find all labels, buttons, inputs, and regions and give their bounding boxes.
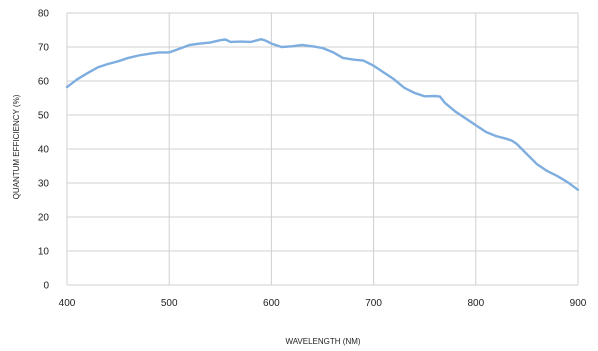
x-tick-label: 700 — [365, 298, 382, 309]
y-tick-label: 10 — [38, 247, 50, 258]
y-tick-label: 60 — [38, 77, 50, 88]
x-tick-label: 400 — [59, 298, 76, 309]
y-tick-label: 50 — [38, 111, 50, 122]
x-axis-ticks: 400 500 600 700 800 900 — [59, 298, 587, 309]
series-line — [65, 38, 580, 192]
y-axis-label: QUANTUM EFFICIENCY (%) — [12, 94, 21, 199]
series-group — [65, 38, 580, 192]
x-tick-label: 900 — [570, 298, 587, 309]
y-tick-label: 70 — [38, 43, 50, 54]
grid — [66, 12, 579, 286]
x-tick-label: 800 — [467, 298, 484, 309]
x-tick-label: 600 — [263, 298, 280, 309]
x-axis-label: WAVELENGTH (NM) — [285, 337, 360, 346]
y-tick-label: 80 — [38, 9, 50, 20]
y-tick-label: 20 — [38, 213, 50, 224]
y-axis-ticks: 0 10 20 30 40 50 60 70 80 — [38, 9, 50, 292]
x-tick-label: 500 — [161, 298, 178, 309]
y-tick-label: 40 — [38, 145, 50, 156]
y-tick-label: 0 — [43, 281, 49, 292]
y-tick-label: 30 — [38, 179, 50, 190]
